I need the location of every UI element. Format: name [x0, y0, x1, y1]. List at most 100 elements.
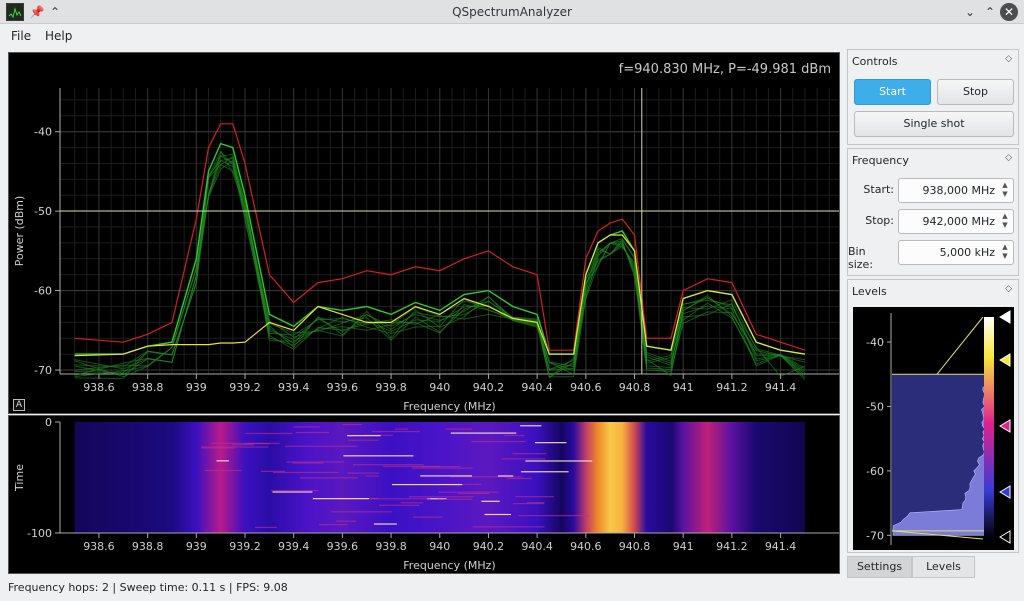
waterfall-x-tick-label: 939 [186, 540, 207, 553]
waterfall-streak [412, 516, 443, 518]
waterfall-streak [365, 475, 379, 477]
waterfall-streak [421, 466, 461, 468]
dock-float-icon[interactable]: ◇ [1005, 54, 1012, 64]
waterfall-streak [457, 492, 489, 495]
tab-settings[interactable]: Settings [847, 556, 912, 578]
gradient-stop-handle-icon [999, 310, 1011, 324]
keep-above-icon[interactable]: ⌃ [49, 5, 61, 19]
waterfall-plot[interactable]: 938.6 938.8 939 939.2 939.4 939.6 939.8 940 940.… [8, 415, 840, 574]
spectrum-trace-history [74, 157, 806, 376]
waterfall-streak [370, 498, 431, 500]
waterfall-x-tick-label: 940.8 [619, 540, 651, 553]
waterfall-x-tick-label: 941.2 [716, 540, 748, 553]
waterfall-streak [347, 435, 381, 437]
waterfall-streak [525, 460, 593, 462]
pin-icon[interactable]: 📌 [29, 5, 45, 19]
waterfall-streak [472, 526, 545, 528]
waterfall-x-tick-label: 939.4 [278, 540, 310, 553]
dock-float-icon[interactable]: ◇ [1005, 153, 1012, 163]
x-tick-label: 939.2 [229, 381, 261, 394]
stop-freq-label: Stop: [865, 214, 894, 227]
spin-arrows-icon[interactable]: ▲ ▼ [1002, 212, 1008, 229]
waterfall-streak [295, 431, 330, 434]
waterfall-streak [331, 511, 392, 513]
waterfall-streak [420, 475, 473, 477]
frequency-title: Frequency [852, 154, 909, 167]
menu-file[interactable]: File [11, 29, 32, 43]
levels-title: Levels [852, 285, 887, 298]
cursor-readout: f=940.830 MHz, P=-49.981 dBm [618, 62, 831, 77]
waterfall-streak [450, 476, 523, 478]
waterfall-x-tick-label: 938.6 [83, 540, 115, 553]
waterfall-y-tick-label: -100 [27, 527, 52, 540]
waterfall-streak [353, 464, 424, 466]
x-tick-label: 939.6 [327, 381, 359, 394]
waterfall-streak [426, 498, 447, 500]
window-title: QSpectrumAnalyzer [452, 5, 572, 19]
waterfall-chart: 938.6 938.8 939 939.2 939.4 939.6 939.8 940 940.… [13, 416, 839, 572]
minimize-icon[interactable]: ⌄ [964, 5, 976, 19]
waterfall-streak [201, 446, 269, 448]
stop-freq-spinbox[interactable]: 942,000 MHz ▲ ▼ [898, 209, 1014, 234]
bin-size-spinbox[interactable]: 5,000 kHz ▲ ▼ [898, 240, 1014, 265]
waterfall-streak [438, 491, 499, 493]
waterfall-x-tick-label: 938.8 [132, 540, 164, 553]
waterfall-streak [400, 502, 424, 504]
start-freq-label: Start: [863, 183, 894, 196]
y-axis-label: Power (dBm) [13, 196, 26, 267]
waterfall-streak [437, 498, 473, 500]
stop-freq-value: 942,000 MHz [922, 215, 995, 228]
gradient-stop-handle-icon [999, 353, 1011, 367]
waterfall-x-tick-label: 941 [673, 540, 694, 553]
waterfall-streak [245, 432, 293, 435]
waterfall-streak [254, 526, 277, 529]
start-button[interactable]: Start [854, 79, 931, 105]
start-freq-spinbox[interactable]: 938,000 MHz ▲ ▼ [898, 178, 1014, 203]
waterfall-streak [383, 465, 441, 468]
waterfall-streak [513, 503, 545, 505]
waterfall-streak [534, 442, 567, 444]
waterfall-streak [481, 500, 500, 502]
dock-float-icon[interactable]: ◇ [1005, 284, 1012, 294]
waterfall-streak [506, 477, 532, 480]
auto-range-button[interactable]: A [13, 399, 25, 411]
waterfall-streak [445, 428, 472, 430]
waterfall-streak [261, 470, 286, 472]
waterfall-y-axis-label: Time [13, 464, 26, 492]
y-tick-label: -60 [34, 285, 52, 298]
tab-levels[interactable]: Levels [912, 556, 975, 578]
spectrum-plot[interactable]: 938.6 938.8 939 939.2 939.4 939.6 939.8 940 940.… [8, 52, 840, 414]
waterfall-x-tick-label: 940.2 [473, 540, 505, 553]
spin-arrows-icon[interactable]: ▲ ▼ [1002, 181, 1008, 198]
level-connector-line [936, 316, 984, 375]
levels-chart: -40 -50 -60 -70 [866, 310, 1011, 545]
spin-arrows-icon[interactable]: ▲ ▼ [1002, 243, 1008, 260]
waterfall-streak [271, 489, 319, 492]
waterfall-streak [450, 432, 517, 434]
waterfall-streak [497, 475, 514, 477]
waterfall-streak [319, 523, 348, 526]
waterfall-x-tick-label: 940 [429, 540, 450, 553]
maximize-icon[interactable]: ⌃ [984, 5, 996, 19]
x-axis-label: Frequency (MHz) [403, 400, 495, 413]
bin-size-value: 5,000 kHz [939, 246, 995, 259]
levels-histogram[interactable]: -40 -50 -60 -70 [853, 307, 1014, 550]
stop-button[interactable]: Stop [937, 79, 1014, 105]
close-icon[interactable]: ✕ [1000, 3, 1018, 21]
bin-size-label: Bin size: [848, 245, 874, 271]
waterfall-streak [517, 515, 590, 517]
status-bar: Frequency hops: 2 | Sweep time: 0.11 s |… [8, 581, 288, 594]
level-connector-line [891, 530, 984, 540]
waterfall-x-tick-label: 939.2 [229, 540, 261, 553]
waterfall-image [74, 422, 805, 533]
single-shot-button[interactable]: Single shot [854, 111, 1014, 137]
waterfall-x-tick-label: 940.4 [521, 540, 553, 553]
waterfall-streak [484, 513, 511, 516]
x-tick-label: 938.8 [132, 381, 164, 394]
menu-help[interactable]: Help [45, 29, 73, 43]
start-freq-value: 938,000 MHz [922, 184, 995, 197]
levels-color-bar [984, 317, 994, 539]
waterfall-streak [312, 498, 370, 500]
waterfall-x-tick-label: 940.6 [570, 540, 602, 553]
frequency-dock: Frequency ◇ Start: 938,000 MHz ▲ ▼ Stop: … [847, 148, 1019, 276]
